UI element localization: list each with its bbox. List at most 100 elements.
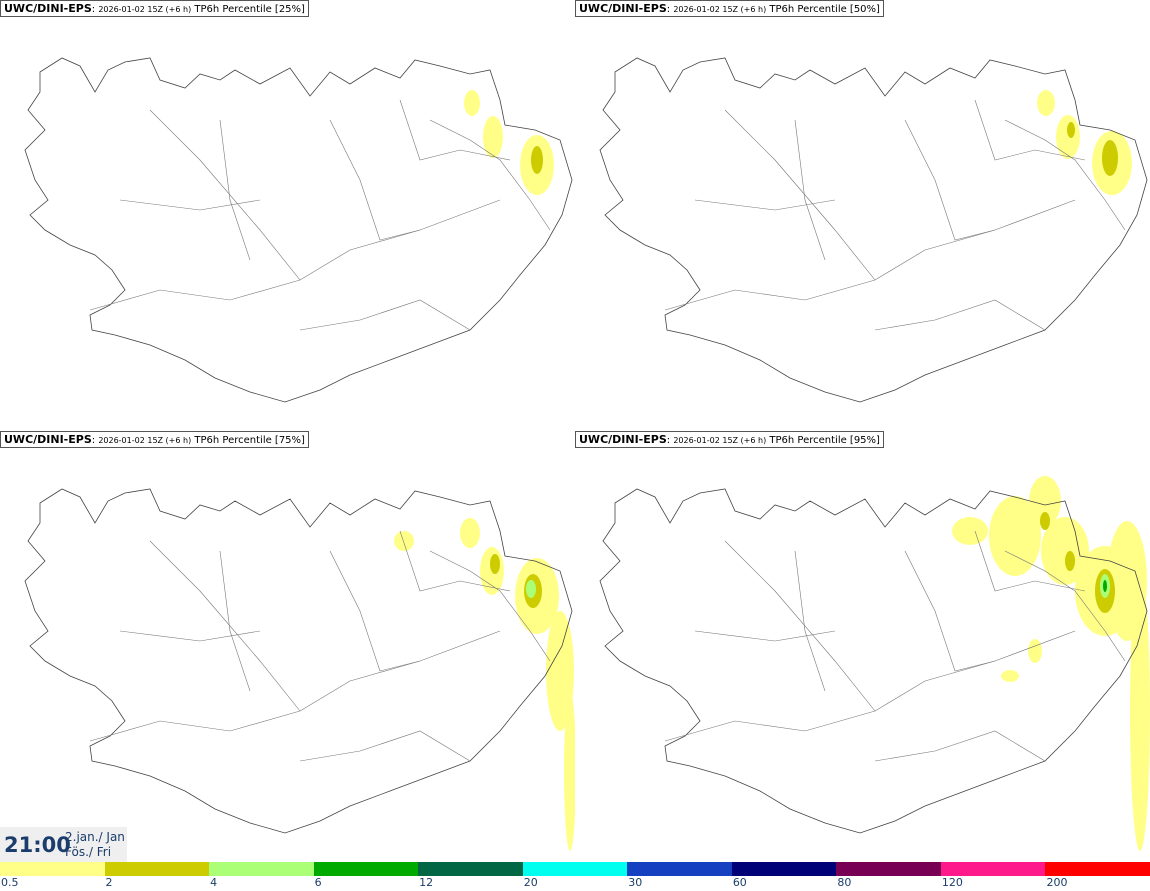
coastline <box>599 488 1148 834</box>
region-border <box>89 630 501 742</box>
region-border <box>1004 119 1126 231</box>
panel-source: UWC/DINI-EPS <box>4 433 92 446</box>
panel-field: TP6h Percentile [95%] <box>769 435 880 446</box>
region-border <box>904 119 996 241</box>
region-border <box>974 530 1086 592</box>
region-border <box>974 99 1086 161</box>
region-border <box>794 119 826 261</box>
precip-contour <box>464 90 480 116</box>
region-border <box>399 530 511 592</box>
region-border <box>874 730 1046 762</box>
panel-title: UWC/DINI-EPS: 2026-01-02 15Z (+6 h) TP6h… <box>0 431 309 448</box>
panel-title: UWC/DINI-EPS: 2026-01-02 15Z (+6 h) TP6h… <box>0 0 309 17</box>
map-panel-p50: UWC/DINI-EPS: 2026-01-02 15Z (+6 h) TP6h… <box>575 0 1150 431</box>
precip-contour <box>483 116 503 158</box>
region-border <box>119 630 261 642</box>
precip-contour <box>490 554 500 574</box>
colorbar-label: 20 <box>523 876 538 889</box>
region-border <box>694 199 836 211</box>
coastline <box>24 57 573 403</box>
region-border <box>429 119 551 231</box>
region-border <box>119 199 261 211</box>
precip-contour <box>1102 140 1118 176</box>
panel-title: UWC/DINI-EPS: 2026-01-02 15Z (+6 h) TP6h… <box>575 0 884 17</box>
precip-contour <box>1130 571 1150 851</box>
precip-contour <box>394 531 414 551</box>
region-border <box>329 119 421 241</box>
valid-date-line1: 2.jan./ Jan <box>65 830 125 844</box>
precip-contour <box>564 691 575 851</box>
map-panel-p75: UWC/DINI-EPS: 2026-01-02 15Z (+6 h) TP6h… <box>0 431 575 862</box>
iceland-map <box>24 488 575 851</box>
region-border <box>399 99 511 161</box>
valid-time-box: 21:00 2.jan./ Jan Fös./ Fri <box>0 827 127 862</box>
map-panel-p25: UWC/DINI-EPS: 2026-01-02 15Z (+6 h) TP6h… <box>0 0 575 431</box>
region-border <box>724 540 876 712</box>
colorbar-label: 4 <box>210 876 218 889</box>
colorbar-segment <box>940 862 1046 876</box>
precip-contour <box>1037 90 1055 116</box>
region-border <box>329 550 421 672</box>
region-border <box>724 109 876 281</box>
colorbar-segment <box>522 862 628 876</box>
region-border <box>299 730 471 762</box>
panel-source: UWC/DINI-EPS <box>4 2 92 15</box>
region-border <box>794 550 826 692</box>
precip-contour <box>1065 551 1075 571</box>
coastline <box>24 488 573 834</box>
colorbar-segment <box>418 862 523 876</box>
colorbar <box>0 862 1150 876</box>
valid-date-line2: Fös./ Fri <box>65 845 112 859</box>
colorbar-segment <box>1045 862 1150 876</box>
valid-date: 2.jan./ Jan Fös./ Fri <box>65 830 125 860</box>
colorbar-label: 2 <box>105 876 113 889</box>
precip-contour <box>1056 115 1080 159</box>
precip-contour <box>1001 670 1019 682</box>
region-border <box>664 630 1076 742</box>
precip-contour <box>989 496 1041 576</box>
precip-contour <box>1067 122 1075 138</box>
precip-contour <box>1040 512 1050 530</box>
precip-contour <box>526 580 536 598</box>
map-panel-p95: UWC/DINI-EPS: 2026-01-02 15Z (+6 h) TP6h… <box>575 431 1150 862</box>
colorbar-segment <box>731 862 837 876</box>
region-border <box>904 550 996 672</box>
colorbar-label: 60 <box>732 876 747 889</box>
colorbar-segment <box>627 862 732 876</box>
region-border <box>664 199 1076 311</box>
region-border <box>219 550 251 692</box>
panel-source: UWC/DINI-EPS <box>579 2 667 15</box>
precip-contour <box>1103 580 1107 592</box>
panel-field: TP6h Percentile [25%] <box>194 4 305 15</box>
colorbar-label: 80 <box>837 876 852 889</box>
panel-run: 2026-01-02 15Z (+6 h) <box>98 5 192 14</box>
region-border <box>874 299 1046 331</box>
colorbar-segment <box>836 862 941 876</box>
region-border <box>694 630 836 642</box>
panel-field: TP6h Percentile [75%] <box>194 435 305 446</box>
region-border <box>429 550 551 662</box>
precip-contour <box>1029 476 1061 526</box>
panel-run: 2026-01-02 15Z (+6 h) <box>673 436 767 445</box>
colorbar-segment <box>209 862 314 876</box>
coastline <box>599 57 1148 403</box>
region-border <box>299 299 471 331</box>
colorbar-label: 120 <box>941 876 963 889</box>
precip-contour <box>460 518 480 548</box>
colorbar-label: 12 <box>419 876 434 889</box>
colorbar-label: 30 <box>628 876 643 889</box>
region-border <box>89 199 501 311</box>
precip-contour <box>531 146 543 174</box>
colorbar-label: 200 <box>1046 876 1068 889</box>
region-border <box>1004 550 1126 662</box>
precip-contour <box>952 517 988 545</box>
panel-source: UWC/DINI-EPS <box>579 433 667 446</box>
region-border <box>149 109 301 281</box>
colorbar-label: 0.5 <box>1 876 19 889</box>
colorbar-segment <box>104 862 210 876</box>
valid-time: 21:00 <box>4 833 71 857</box>
precip-contour <box>1028 639 1042 663</box>
colorbar-labels: 0.5 2 4 6 12 20 30 60 80 120 200 <box>0 876 1150 891</box>
iceland-map <box>599 476 1150 851</box>
colorbar-segment <box>313 862 419 876</box>
